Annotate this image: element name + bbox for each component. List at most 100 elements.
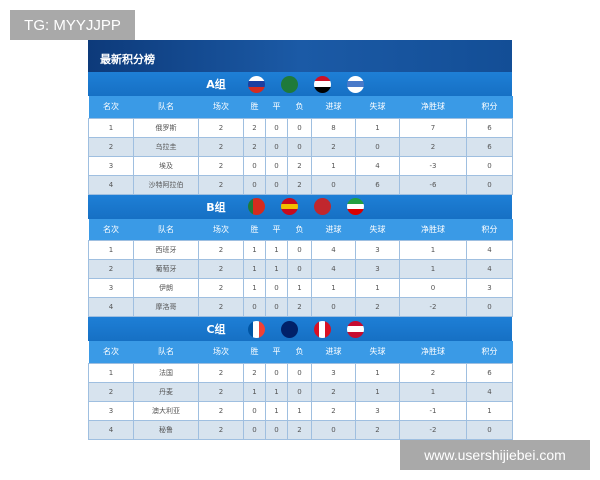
table-cell: 丹麦 xyxy=(133,381,199,402)
column-header: 平 xyxy=(265,96,288,118)
column-header: 名次 xyxy=(88,96,134,118)
table-cell: 澳大利亚 xyxy=(133,400,199,421)
table-cell: 0 xyxy=(466,174,513,195)
denmark-flag-icon xyxy=(346,320,364,338)
column-header: 场次 xyxy=(198,341,244,363)
table-cell: 1 xyxy=(399,259,467,279)
table-cell: 0 xyxy=(287,136,312,157)
table-cell: 埃及 xyxy=(133,155,199,176)
table-cell: 葡萄牙 xyxy=(133,259,199,279)
table-cell: 1 xyxy=(466,400,513,421)
table-cell: 3 xyxy=(88,400,134,421)
column-header: 积分 xyxy=(466,341,513,363)
table-cell: 4 xyxy=(466,259,513,279)
table-cell: 1 xyxy=(243,381,266,402)
table-cell: 2 xyxy=(287,297,312,317)
table-cell: 0 xyxy=(243,419,266,440)
table-cell: 2 xyxy=(198,419,244,440)
table-cell: 8 xyxy=(311,117,356,138)
table-cell: 2 xyxy=(198,240,244,260)
column-header: 胜 xyxy=(243,341,266,363)
column-header-row: 名次 队名 场次胜平负进球 失球 净胜球 积分 xyxy=(88,341,513,363)
table-cell: 乌拉圭 xyxy=(133,136,199,157)
table-cell: 4 xyxy=(311,259,356,279)
table-cell: 1 xyxy=(88,362,134,383)
table-row: 3 埃及 2 0 0 2 1 4 -3 0 xyxy=(88,155,513,176)
table-cell: 1 xyxy=(265,381,288,402)
column-header: 负 xyxy=(287,218,312,241)
france-flag-icon xyxy=(247,320,265,338)
saudi-arabia-flag-icon xyxy=(280,75,298,93)
table-cell: 0 xyxy=(265,362,288,383)
table-cell: 摩洛哥 xyxy=(133,297,199,317)
table-cell: -6 xyxy=(399,174,467,195)
table-cell: 1 xyxy=(287,278,312,298)
table-cell: 4 xyxy=(88,297,134,317)
table-cell: 俄罗斯 xyxy=(133,117,199,138)
column-header: 平 xyxy=(265,218,288,241)
table-cell: 0 xyxy=(265,278,288,298)
table-cell: 0 xyxy=(243,400,266,421)
column-header: 名次 xyxy=(88,341,134,363)
column-header: 净胜球 xyxy=(399,96,467,118)
table-cell: 0 xyxy=(265,174,288,195)
table-cell: 2 xyxy=(311,400,356,421)
table-cell: 0 xyxy=(265,117,288,138)
table-cell: 0 xyxy=(311,419,356,440)
table-cell: 2 xyxy=(198,381,244,402)
table-cell: 3 xyxy=(466,278,513,298)
table-cell: 2 xyxy=(355,419,400,440)
table-cell: 6 xyxy=(466,136,513,157)
uruguay-flag-icon xyxy=(346,75,364,93)
russia-flag-icon xyxy=(247,75,265,93)
table-cell: 0 xyxy=(243,155,266,176)
table-cell: 1 xyxy=(355,362,400,383)
table-cell: 2 xyxy=(287,419,312,440)
group-table: 名次 队名 场次胜平负进球 失球 净胜球 积分 1 西班牙 2 1 1 0 4 3 1 4 2 葡萄牙 2 1 1 0 4 3… xyxy=(88,218,513,317)
column-header: 队名 xyxy=(133,341,199,363)
table-cell: 2 xyxy=(88,259,134,279)
column-header: 负 xyxy=(287,96,312,118)
group-header: B组 xyxy=(88,194,512,219)
group-table: 名次 队名 场次胜平负进球 失球 净胜球 积分 1 俄罗斯 2 2 0 0 8 1 7 6 2 乌拉圭 2 2 0 0 2 0… xyxy=(88,96,513,195)
table-cell: 2 xyxy=(399,362,467,383)
table-cell: 1 xyxy=(88,240,134,260)
table-cell: 1 xyxy=(88,117,134,138)
table-row: 1 法国 2 2 0 0 3 1 2 6 xyxy=(88,362,513,383)
column-header: 胜 xyxy=(243,218,266,241)
column-header: 积分 xyxy=(466,218,513,241)
table-cell: 伊朗 xyxy=(133,278,199,298)
table-cell: 2 xyxy=(287,155,312,176)
table-cell: 2 xyxy=(198,297,244,317)
table-cell: 2 xyxy=(287,174,312,195)
table-cell: -3 xyxy=(399,155,467,176)
column-header: 失球 xyxy=(355,341,400,363)
table-cell: 1 xyxy=(355,278,400,298)
table-cell: 1 xyxy=(355,117,400,138)
table-cell: 2 xyxy=(198,117,244,138)
table-cell: 0 xyxy=(287,362,312,383)
table-cell: 1 xyxy=(311,278,356,298)
group-header: A组 xyxy=(88,72,512,96)
table-cell: 0 xyxy=(287,259,312,279)
table-cell: 2 xyxy=(198,136,244,157)
table-cell: 1 xyxy=(243,259,266,279)
table-cell: 3 xyxy=(311,362,356,383)
table-cell: 7 xyxy=(399,117,467,138)
table-cell: 2 xyxy=(88,136,134,157)
table-row: 3 伊朗 2 1 0 1 1 1 0 3 xyxy=(88,278,513,298)
table-cell: 0 xyxy=(311,297,356,317)
table-cell: 3 xyxy=(355,259,400,279)
table-cell: 0 xyxy=(311,174,356,195)
table-cell: 1 xyxy=(265,400,288,421)
table-cell: 2 xyxy=(355,297,400,317)
table-cell: 2 xyxy=(198,259,244,279)
table-cell: 2 xyxy=(88,381,134,402)
table-cell: 2 xyxy=(198,400,244,421)
table-row: 4 沙特阿拉伯 2 0 0 2 0 6 -6 0 xyxy=(88,174,513,195)
watermark-top-left: TG: MYYJJPP xyxy=(10,10,135,40)
table-cell: 1 xyxy=(399,381,467,402)
group-name: B组 xyxy=(206,200,226,214)
table-cell: 西班牙 xyxy=(133,240,199,260)
table-cell: 0 xyxy=(243,174,266,195)
